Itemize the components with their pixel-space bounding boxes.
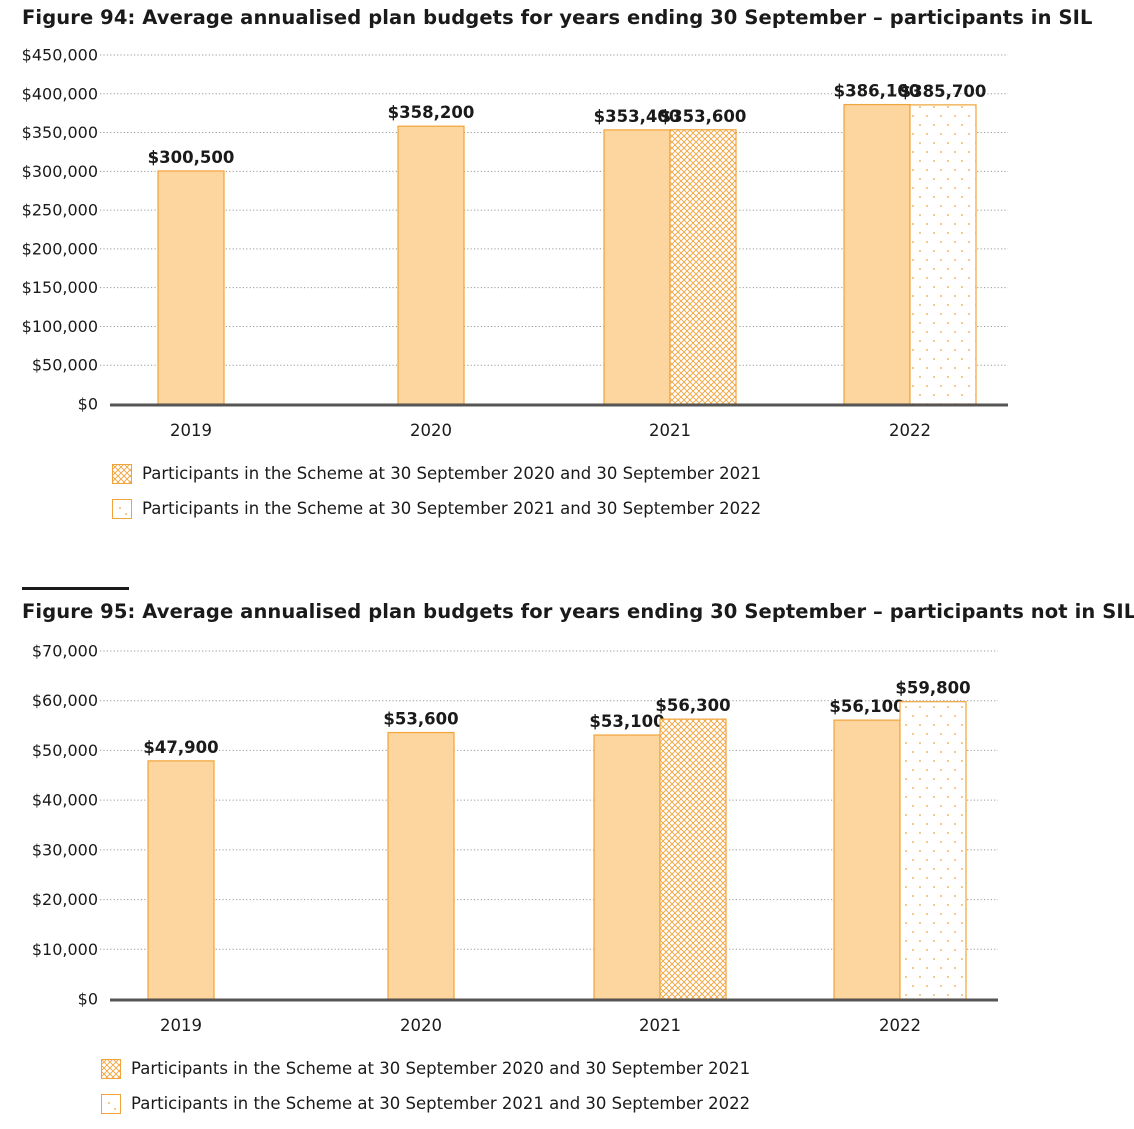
y-tick-label: $400,000 <box>22 84 98 103</box>
bar-solid-2022 <box>843 103 911 405</box>
figure-94-bar-chart: $0 $50,000 $100,000 $150,000 $200,000 $250,00… <box>22 46 1008 440</box>
y-tick-label: $450,000 <box>22 46 98 65</box>
x-tick-label: 2021 <box>649 421 691 440</box>
bar-solid-2020 <box>397 125 465 405</box>
section-divider <box>22 587 129 590</box>
data-label: $47,900 <box>143 738 218 757</box>
bar-solid-2020 <box>387 731 455 1000</box>
data-label: $56,100 <box>829 697 904 716</box>
bar-solid-2019 <box>147 760 215 1000</box>
y-tick-label: $70,000 <box>32 642 98 661</box>
data-label: $56,300 <box>655 696 730 715</box>
bar-dots-2022 <box>899 701 967 1000</box>
legend-item-dots: Participants in the Scheme at 30 Septemb… <box>101 1086 750 1121</box>
y-tick-label: $0 <box>78 395 98 414</box>
dotted-swatch-icon <box>101 1093 121 1114</box>
data-label: $353,600 <box>660 107 747 126</box>
legend-item-crosshatch: Participants in the Scheme at 30 Septemb… <box>112 456 761 491</box>
bar-solid-2022 <box>833 719 901 1000</box>
legend-label: Participants in the Scheme at 30 Septemb… <box>131 1059 751 1078</box>
data-label: $358,200 <box>388 103 475 122</box>
y-tick-label: $100,000 <box>22 317 98 336</box>
bar-crosshatch-2021 <box>659 718 727 1000</box>
bar-dots-2022 <box>909 104 977 405</box>
data-label: $53,600 <box>383 710 458 729</box>
crosshatch-swatch-icon <box>112 463 132 484</box>
bar-solid-2021 <box>603 129 671 405</box>
figure-95-legend: Participants in the Scheme at 30 Septemb… <box>101 1051 750 1121</box>
data-label: $385,700 <box>900 82 987 101</box>
figure-95-title: Figure 95: Average annualised plan budge… <box>22 600 1134 623</box>
legend-label: Participants in the Scheme at 30 Septemb… <box>142 464 762 483</box>
data-label: $300,500 <box>148 148 235 167</box>
legend-label: Participants in the Scheme at 30 Septemb… <box>142 499 762 518</box>
dotted-swatch-icon <box>112 498 132 519</box>
y-tick-label: $60,000 <box>32 691 98 710</box>
crosshatch-swatch-icon <box>101 1058 121 1079</box>
bar-solid-2019 <box>157 170 225 405</box>
y-tick-label: $300,000 <box>22 162 98 181</box>
figure-95-bar-chart: $0 $10,000 $20,000 $30,000 $40,000 $50,000 $60… <box>32 642 998 1035</box>
x-tick-label: 2021 <box>639 1016 681 1035</box>
x-tick-label: 2020 <box>400 1016 442 1035</box>
y-tick-label: $0 <box>78 990 98 1009</box>
y-tick-label: $350,000 <box>22 123 98 142</box>
data-label: $386,100 <box>834 82 921 101</box>
x-tick-label: 2019 <box>160 1016 202 1035</box>
x-tick-label: 2022 <box>879 1016 921 1035</box>
figure-94-title: Figure 94: Average annualised plan budge… <box>22 6 1093 29</box>
legend-label: Participants in the Scheme at 30 Septemb… <box>131 1094 751 1113</box>
y-tick-label: $250,000 <box>22 201 98 220</box>
y-tick-label: $20,000 <box>32 890 98 909</box>
y-tick-label: $10,000 <box>32 940 98 959</box>
x-tick-label: 2022 <box>889 421 931 440</box>
data-label: $59,800 <box>895 679 970 698</box>
legend-item-dots: Participants in the Scheme at 30 Septemb… <box>112 491 761 526</box>
y-tick-label: $150,000 <box>22 278 98 297</box>
y-tick-label: $50,000 <box>32 741 98 760</box>
x-tick-label: 2019 <box>170 421 212 440</box>
y-tick-label: $50,000 <box>32 356 98 375</box>
bar-solid-2021 <box>593 734 661 1000</box>
y-tick-label: $200,000 <box>22 239 98 258</box>
y-tick-label: $30,000 <box>32 840 98 859</box>
legend-item-crosshatch: Participants in the Scheme at 30 Septemb… <box>101 1051 750 1086</box>
bar-crosshatch-2021 <box>669 129 737 405</box>
data-label: $353,400 <box>594 107 681 126</box>
y-tick-label: $40,000 <box>32 791 98 810</box>
data-label: $53,100 <box>589 712 664 731</box>
figure-94-legend: Participants in the Scheme at 30 Septemb… <box>112 456 761 526</box>
x-tick-label: 2020 <box>410 421 452 440</box>
